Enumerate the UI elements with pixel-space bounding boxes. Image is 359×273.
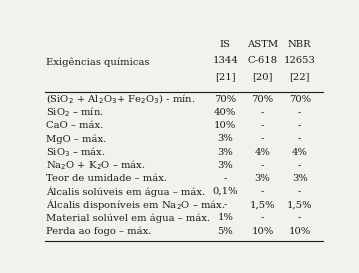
Text: 70%: 70% <box>214 95 236 104</box>
Text: 70%: 70% <box>251 95 274 104</box>
Text: 3%: 3% <box>255 174 270 183</box>
Text: 4%: 4% <box>255 147 270 156</box>
Text: (SiO$_{2}$ + Al$_{2}$O$_{3}$+ Fe$_{2}$O$_{3}$) - mín.: (SiO$_{2}$ + Al$_{2}$O$_{3}$+ Fe$_{2}$O$… <box>46 93 196 106</box>
Text: -: - <box>298 161 302 170</box>
Text: CaO – máx.: CaO – máx. <box>46 121 103 130</box>
Text: -: - <box>261 161 264 170</box>
Text: 10%: 10% <box>251 227 274 236</box>
Text: 1,5%: 1,5% <box>287 200 312 209</box>
Text: SiO$_{2}$ – mín.: SiO$_{2}$ – mín. <box>46 106 104 119</box>
Text: -: - <box>223 200 227 209</box>
Text: 4%: 4% <box>292 147 308 156</box>
Text: NBR: NBR <box>288 40 312 49</box>
Text: -: - <box>261 121 264 130</box>
Text: 0,1%: 0,1% <box>213 187 238 196</box>
Text: Perda ao fogo – máx.: Perda ao fogo – máx. <box>46 226 151 236</box>
Text: ASTM: ASTM <box>247 40 278 49</box>
Text: Exigências químicas: Exigências químicas <box>46 57 150 67</box>
Text: 1%: 1% <box>217 213 233 222</box>
Text: 12653: 12653 <box>284 56 316 65</box>
Text: -: - <box>298 213 302 222</box>
Text: -: - <box>298 121 302 130</box>
Text: 70%: 70% <box>289 95 311 104</box>
Text: 3%: 3% <box>292 174 308 183</box>
Text: [21]: [21] <box>215 72 236 81</box>
Text: -: - <box>223 174 227 183</box>
Text: Álcalis solúveis em água – máx.: Álcalis solúveis em água – máx. <box>46 186 205 197</box>
Text: Material solúvel em água – máx.: Material solúvel em água – máx. <box>46 213 210 223</box>
Text: 40%: 40% <box>214 108 236 117</box>
Text: Álcalis disponíveis em Na$_{2}$O – máx.: Álcalis disponíveis em Na$_{2}$O – máx. <box>46 197 226 212</box>
Text: 1344: 1344 <box>212 56 238 65</box>
Text: Teor de umidade – máx.: Teor de umidade – máx. <box>46 174 167 183</box>
Text: [22]: [22] <box>289 72 310 81</box>
Text: Na$_{2}$O + K$_{2}$O – máx.: Na$_{2}$O + K$_{2}$O – máx. <box>46 158 146 172</box>
Text: -: - <box>261 213 264 222</box>
Text: 10%: 10% <box>214 121 236 130</box>
Text: 3%: 3% <box>217 161 233 170</box>
Text: SiO$_{3}$ – máx.: SiO$_{3}$ – máx. <box>46 145 106 159</box>
Text: 3%: 3% <box>217 147 233 156</box>
Text: 3%: 3% <box>217 134 233 143</box>
Text: -: - <box>261 134 264 143</box>
Text: -: - <box>298 108 302 117</box>
Text: C-618: C-618 <box>247 56 278 65</box>
Text: 1,5%: 1,5% <box>250 200 275 209</box>
Text: IS: IS <box>220 40 230 49</box>
Text: -: - <box>261 108 264 117</box>
Text: -: - <box>298 134 302 143</box>
Text: -: - <box>298 187 302 196</box>
Text: [20]: [20] <box>252 72 273 81</box>
Text: 10%: 10% <box>289 227 311 236</box>
Text: -: - <box>261 187 264 196</box>
Text: 5%: 5% <box>217 227 233 236</box>
Text: MgO – máx.: MgO – máx. <box>46 134 107 144</box>
